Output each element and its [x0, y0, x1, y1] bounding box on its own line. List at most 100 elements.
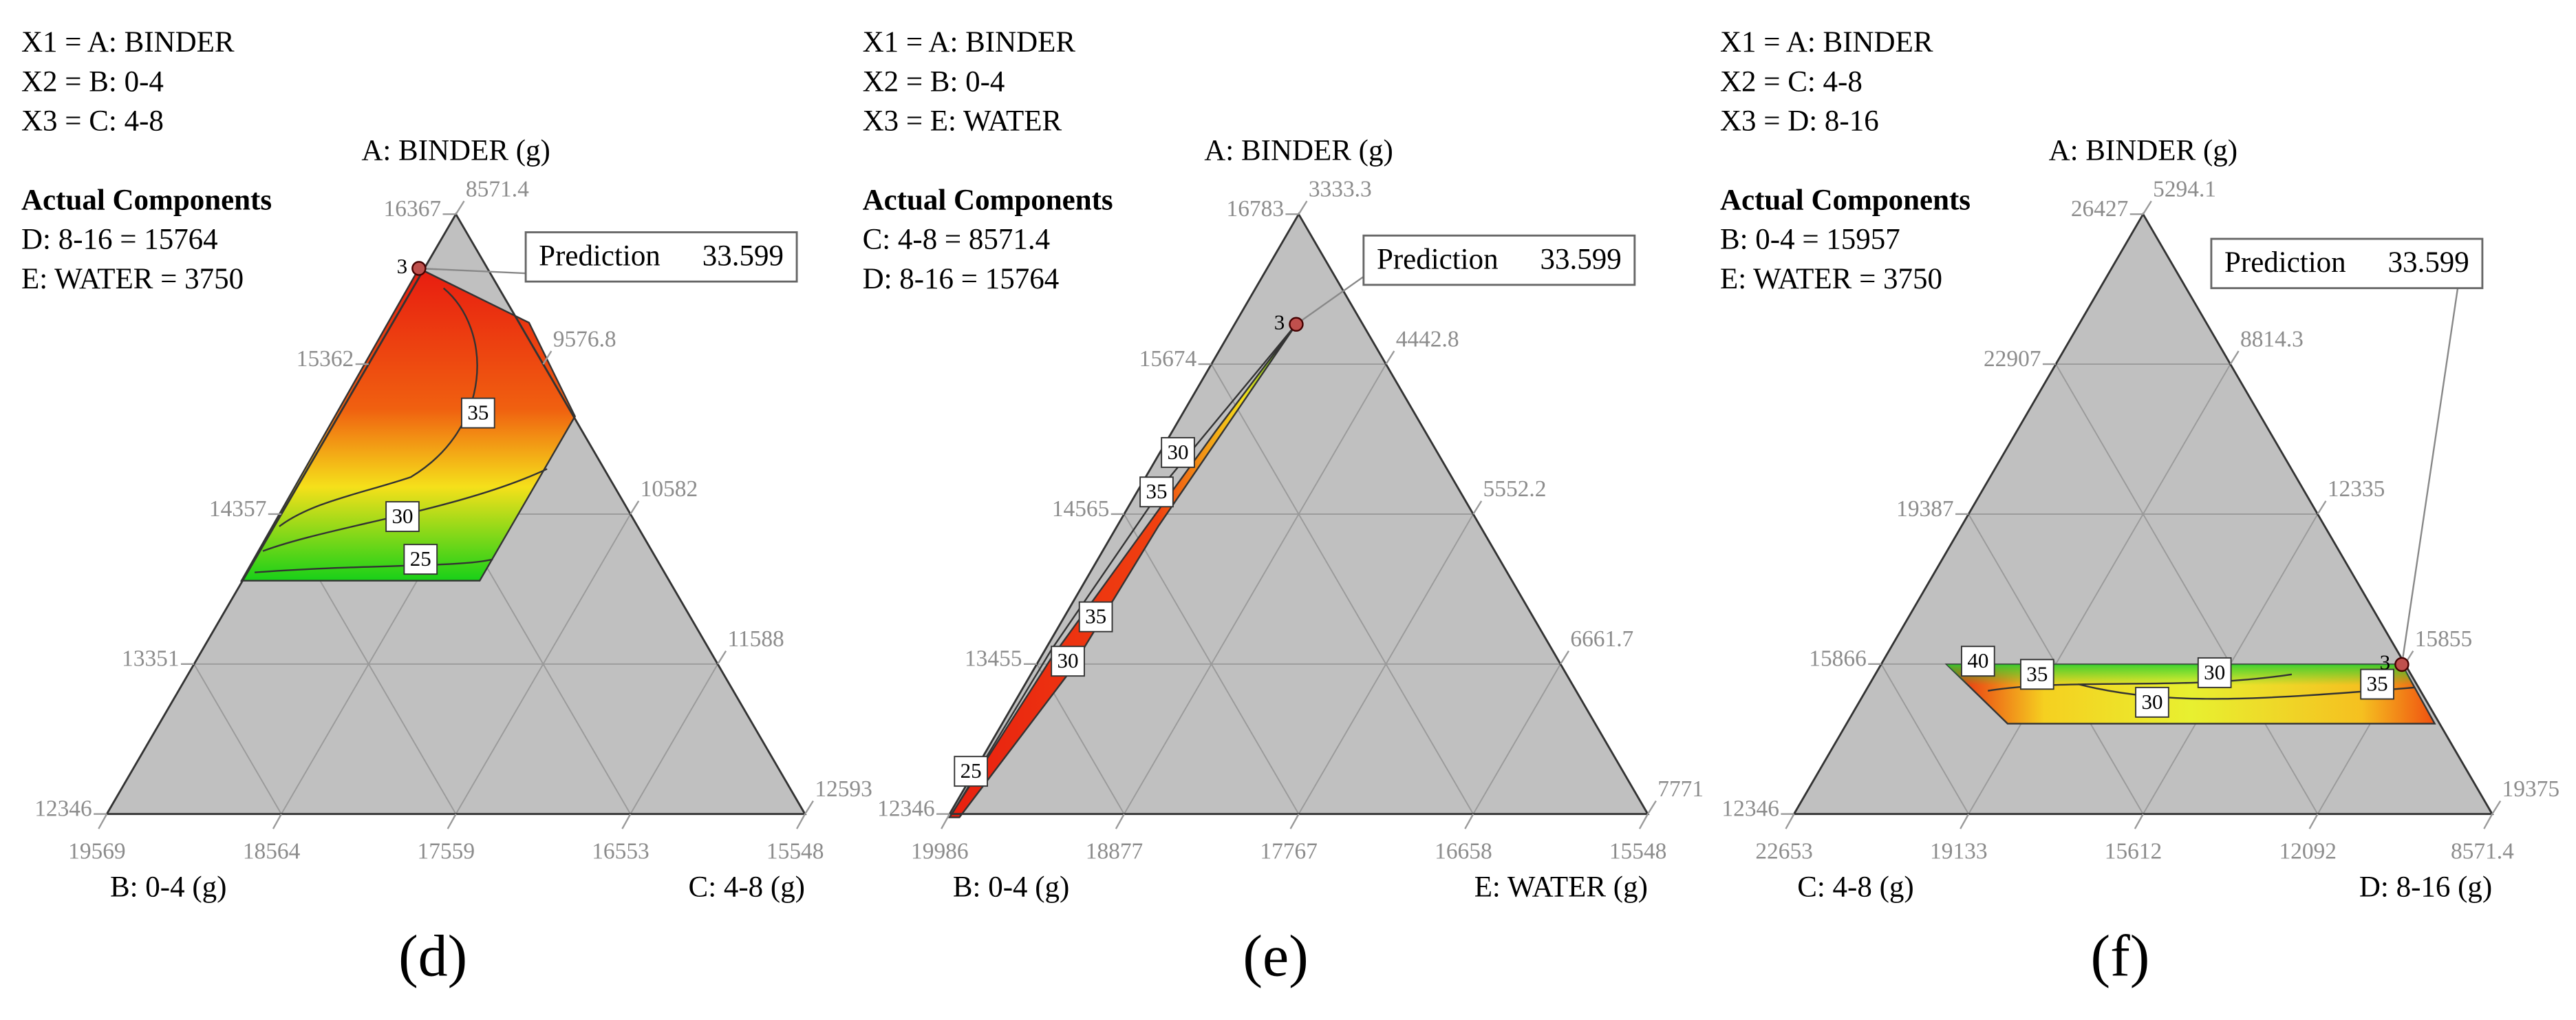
contour-label: 30	[391, 504, 413, 528]
tick-label: 14565	[1052, 496, 1110, 522]
grid-line	[630, 663, 718, 815]
contour-label: 25	[410, 546, 431, 571]
contour-label-box	[461, 397, 495, 429]
tick-label: 15866	[1809, 646, 1867, 672]
tick-label: 18564	[243, 839, 301, 864]
tick-label: 12346	[1721, 796, 1779, 822]
tick-label: 15612	[2105, 839, 2162, 864]
tick-label: 12346	[877, 796, 935, 822]
left-axis-label: B: 0-4 (g)	[110, 871, 226, 903]
tick-label: 15855	[2415, 626, 2473, 652]
grid-line	[1968, 363, 2231, 815]
factor: X3 = D: 8-16	[1720, 105, 1879, 138]
tick-mark	[804, 800, 814, 815]
tick-label: 4442.8	[1396, 326, 1459, 352]
tick-mark	[1646, 800, 1657, 815]
tick-label: 22653	[1755, 839, 1813, 864]
tick-label: 16783	[1227, 196, 1285, 222]
prediction-leader	[2401, 288, 2459, 665]
component: D: 8-16 = 15764	[863, 263, 1060, 295]
tick-mark	[717, 650, 727, 665]
tick-label: 17767	[1260, 839, 1318, 864]
contour-label: 35	[2367, 672, 2388, 696]
tick-mark	[621, 814, 632, 829]
tick-label: 19387	[1896, 496, 1954, 522]
left-axis-label: C: 4-8 (g)	[1797, 871, 1913, 903]
tick-mark	[447, 814, 457, 829]
annotations: X1 = A: BINDER X2 = B: 0-4 X3 = C: 4-8 Actu…	[21, 26, 2559, 988]
prediction-leader	[1296, 275, 1364, 326]
tick-label: 6661.7	[1570, 626, 1633, 652]
factor: X1 = A: BINDER	[863, 26, 1076, 59]
tick-mark	[455, 200, 465, 215]
right-axis-label: C: 4-8 (g)	[689, 871, 805, 903]
factor: X1 = A: BINDER	[1720, 26, 1933, 59]
component: D: 8-16 = 15764	[21, 224, 218, 256]
contour-label-box	[385, 501, 420, 532]
right-axis-label: D: 8-16 (g)	[2359, 871, 2492, 903]
panel-label: (f)	[2090, 922, 2149, 988]
left-axis-label: B: 0-4 (g)	[953, 871, 1069, 903]
contour-label: 40	[1967, 648, 1988, 672]
contour-label-box	[2019, 659, 2054, 690]
tick-mark	[98, 814, 108, 829]
tick-mark	[630, 500, 640, 515]
tick-mark	[1298, 200, 1308, 215]
contour-label: 35	[467, 401, 489, 425]
tick-mark	[1464, 814, 1474, 829]
contour-label-box	[2360, 668, 2394, 700]
contour-label-box	[1161, 436, 1195, 468]
tick-mark	[2317, 500, 2327, 515]
tick-label: 14357	[209, 496, 267, 522]
grid-line	[1880, 663, 1969, 815]
grid-line	[2055, 363, 2319, 815]
tick-label: 13455	[965, 646, 1022, 672]
prediction-value: 33.599	[702, 240, 784, 273]
prediction-label: Prediction	[2224, 246, 2346, 279]
tick-label: 19375	[2502, 776, 2560, 802]
design-point-label: 3	[2380, 650, 2391, 674]
top-axis-label: A: BINDER (g)	[361, 135, 550, 167]
tick-label: 12346	[34, 796, 92, 822]
factor: X3 = E: WATER	[863, 105, 1062, 138]
prediction-box	[2210, 237, 2484, 290]
contour-label-box	[2197, 657, 2232, 688]
prediction-box	[524, 231, 798, 283]
prediction-leader	[418, 267, 526, 275]
contour-label: 30	[1058, 648, 1079, 672]
contour-label: 30	[2141, 690, 2162, 714]
tick-label: 5552.2	[1483, 476, 1547, 502]
tick-label: 16367	[384, 196, 442, 222]
tick-mark	[1289, 814, 1300, 829]
tick-label: 16658	[1435, 839, 1492, 864]
grid-line	[1123, 363, 1387, 815]
prediction-value: 33.599	[2388, 246, 2469, 279]
tick-label: 3333.3	[1309, 176, 1372, 202]
tick-label: 12092	[2279, 839, 2337, 864]
contour-line	[952, 323, 1297, 813]
prediction-label: Prediction	[539, 240, 661, 273]
contour-region	[947, 323, 1297, 818]
grid-line	[1210, 363, 1474, 815]
tick-label: 8571.4	[466, 176, 529, 202]
tick-mark	[2491, 800, 2502, 815]
design-point-label: 3	[397, 254, 408, 278]
tick-label: 7771	[1657, 776, 1704, 802]
tick-label: 12335	[2328, 476, 2385, 502]
prediction-value: 33.599	[1541, 243, 1622, 275]
panel-label: (d)	[398, 922, 467, 988]
contour-line	[279, 287, 478, 527]
tick-mark	[1560, 650, 1570, 665]
design-point	[2394, 657, 2409, 672]
components-title: Actual Components	[21, 184, 272, 216]
contour-label: 35	[1146, 479, 1167, 503]
panel-label: (e)	[1243, 922, 1308, 988]
tick-label: 11588	[727, 626, 784, 652]
tick-label: 15674	[1139, 346, 1197, 372]
tick-label: 18877	[1086, 839, 1144, 864]
tick-label: 22907	[1984, 346, 2041, 372]
tick-label: 8814.3	[2240, 326, 2304, 352]
tick-mark	[1385, 350, 1395, 365]
